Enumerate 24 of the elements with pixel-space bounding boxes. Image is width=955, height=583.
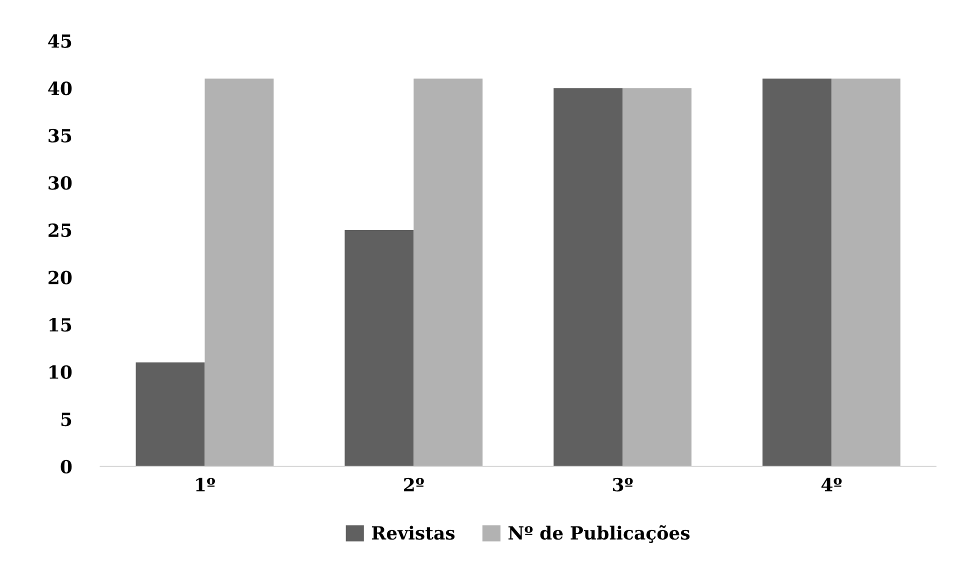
y-tick-label: 25 — [48, 223, 72, 238]
x-tick-label: 4º — [821, 478, 842, 492]
y-tick-label: 15 — [50, 318, 72, 332]
y-tick-label: 5 — [61, 412, 72, 426]
y-tick-label: 45 — [48, 34, 72, 48]
y-tick-label: 35 — [48, 128, 72, 142]
bar — [204, 78, 274, 466]
bar — [831, 78, 900, 466]
bar — [762, 78, 832, 466]
x-tick-label: 3º — [613, 478, 633, 492]
y-tick-label: 0 — [60, 460, 72, 474]
legend-label: Nº de Publicações — [508, 525, 690, 544]
y-tick-label: 20 — [48, 270, 72, 284]
bar — [344, 230, 414, 466]
legend-label: Revistas — [372, 526, 455, 540]
x-tick-label: 1º — [196, 478, 215, 492]
bar — [414, 78, 483, 466]
y-tick-label: 40 — [48, 82, 72, 96]
y-tick-label: 10 — [50, 365, 72, 379]
bar — [136, 362, 205, 466]
y-tick-label: 30 — [48, 176, 72, 190]
bar — [554, 88, 623, 466]
x-tick-label: 2º — [404, 478, 424, 492]
bar — [622, 88, 692, 466]
